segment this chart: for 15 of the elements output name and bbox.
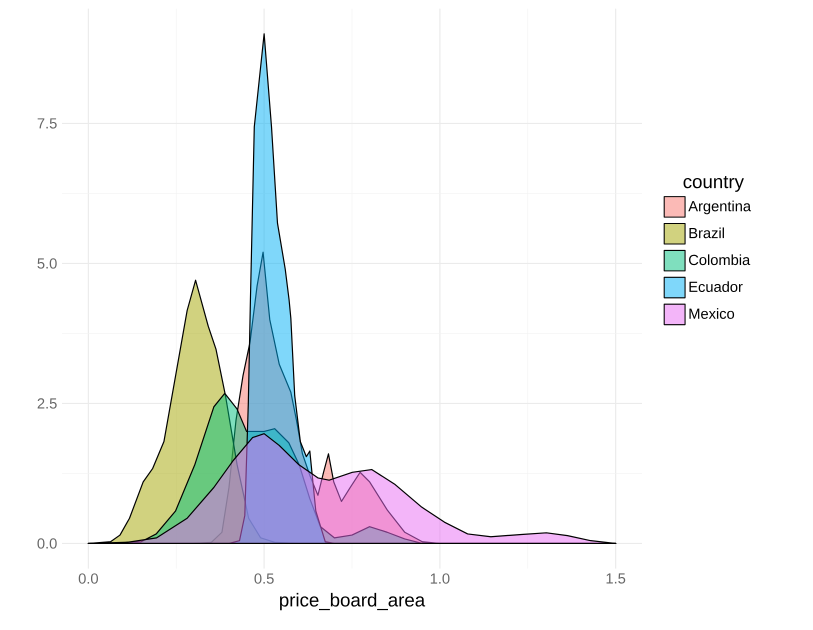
y-tick-label: 2.5 (38, 398, 57, 409)
legend-label: Colombia (689, 254, 750, 266)
x-tick-label: 1.5 (606, 573, 626, 584)
legend-title: country (684, 176, 744, 192)
legend-label: Argentina (688, 200, 752, 214)
x-tick-label: 0.5 (254, 573, 274, 584)
y-tick-label: 5.0 (37, 258, 57, 269)
legend-label: Brazil (689, 227, 724, 238)
x-tick-label: 0.0 (78, 573, 98, 584)
x-tick-label: 1.0 (430, 573, 450, 584)
y-tick-label: 0.0 (37, 538, 57, 549)
y-tick-label: 7.5 (38, 118, 57, 129)
x-axis-title: price_board_area (280, 592, 426, 610)
legend-label: Mexico (689, 308, 734, 319)
legend-label: Ecuador (689, 281, 743, 292)
